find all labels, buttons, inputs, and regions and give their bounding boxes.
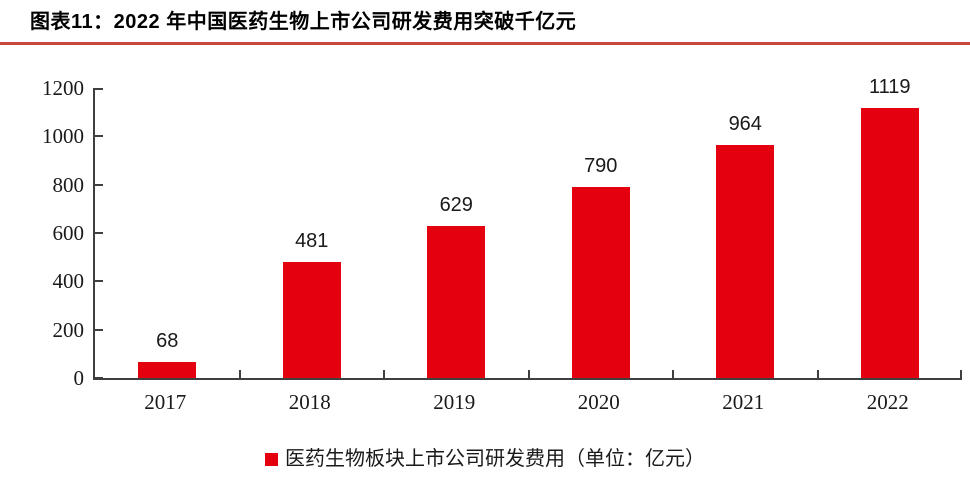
data-label-2018: 481 xyxy=(295,230,329,252)
bar-2017 xyxy=(138,362,197,378)
bar-2022 xyxy=(860,108,919,378)
x-axis-tick xyxy=(238,370,241,378)
x-tick-label-2022: 2022 xyxy=(866,390,909,414)
y-tick-label-600: 600 xyxy=(52,221,85,245)
y-tick-label-1200: 1200 xyxy=(42,76,84,100)
figure-title: 图表11：2022 年中国医药生物上市公司研发费用突破千亿元 xyxy=(30,11,577,33)
y-tick-label-400: 400 xyxy=(52,269,85,294)
y-axis-tick xyxy=(95,135,103,138)
x-tick-label-2018: 2018 xyxy=(288,390,331,414)
x-axis-tick xyxy=(816,370,819,378)
bar-2020 xyxy=(571,187,630,378)
y-axis-tick xyxy=(95,232,103,234)
x-tick-label-2020: 2020 xyxy=(577,390,620,414)
y-axis-tick xyxy=(95,280,103,283)
title-divider-rule xyxy=(0,42,970,45)
y-axis-tick xyxy=(95,183,103,186)
legend: 医药生物板块上市公司研发费用（单位：亿元） xyxy=(0,447,970,471)
x-tick-label-2019: 2019 xyxy=(433,390,476,414)
y-tick-label-0: 0 xyxy=(73,366,85,390)
x-axis-tick xyxy=(672,370,674,378)
x-tick-label-2021: 2021 xyxy=(722,390,765,414)
legend-swatch-icon xyxy=(265,452,278,466)
data-label-2020: 790 xyxy=(584,155,618,177)
bar-2018 xyxy=(282,262,341,378)
data-label-2019: 629 xyxy=(439,194,473,216)
data-label-2022: 1119 xyxy=(868,76,911,98)
data-label-2017: 68 xyxy=(156,330,179,352)
data-label-2021: 964 xyxy=(728,113,762,135)
bar-2019 xyxy=(427,226,486,378)
y-axis-tick xyxy=(95,88,103,90)
y-axis-labels: 0 200 400 600 800 1000 1200 xyxy=(6,77,85,389)
y-axis-tick xyxy=(95,328,103,331)
y-axis-tick xyxy=(95,377,103,379)
x-axis-tick xyxy=(960,370,962,378)
legend-label: 医药生物板块上市公司研发费用（单位：亿元） xyxy=(285,448,705,470)
x-tick-label-2017: 2017 xyxy=(144,390,187,414)
x-axis-tick xyxy=(527,370,530,378)
bar-2021 xyxy=(716,145,775,378)
y-tick-label-1000: 1000 xyxy=(42,124,84,149)
y-tick-label-800: 800 xyxy=(52,172,85,197)
x-axis-tick xyxy=(383,370,385,378)
plot-area: 68 481 629 790 964 1119 xyxy=(93,76,962,380)
y-tick-label-200: 200 xyxy=(52,317,85,342)
